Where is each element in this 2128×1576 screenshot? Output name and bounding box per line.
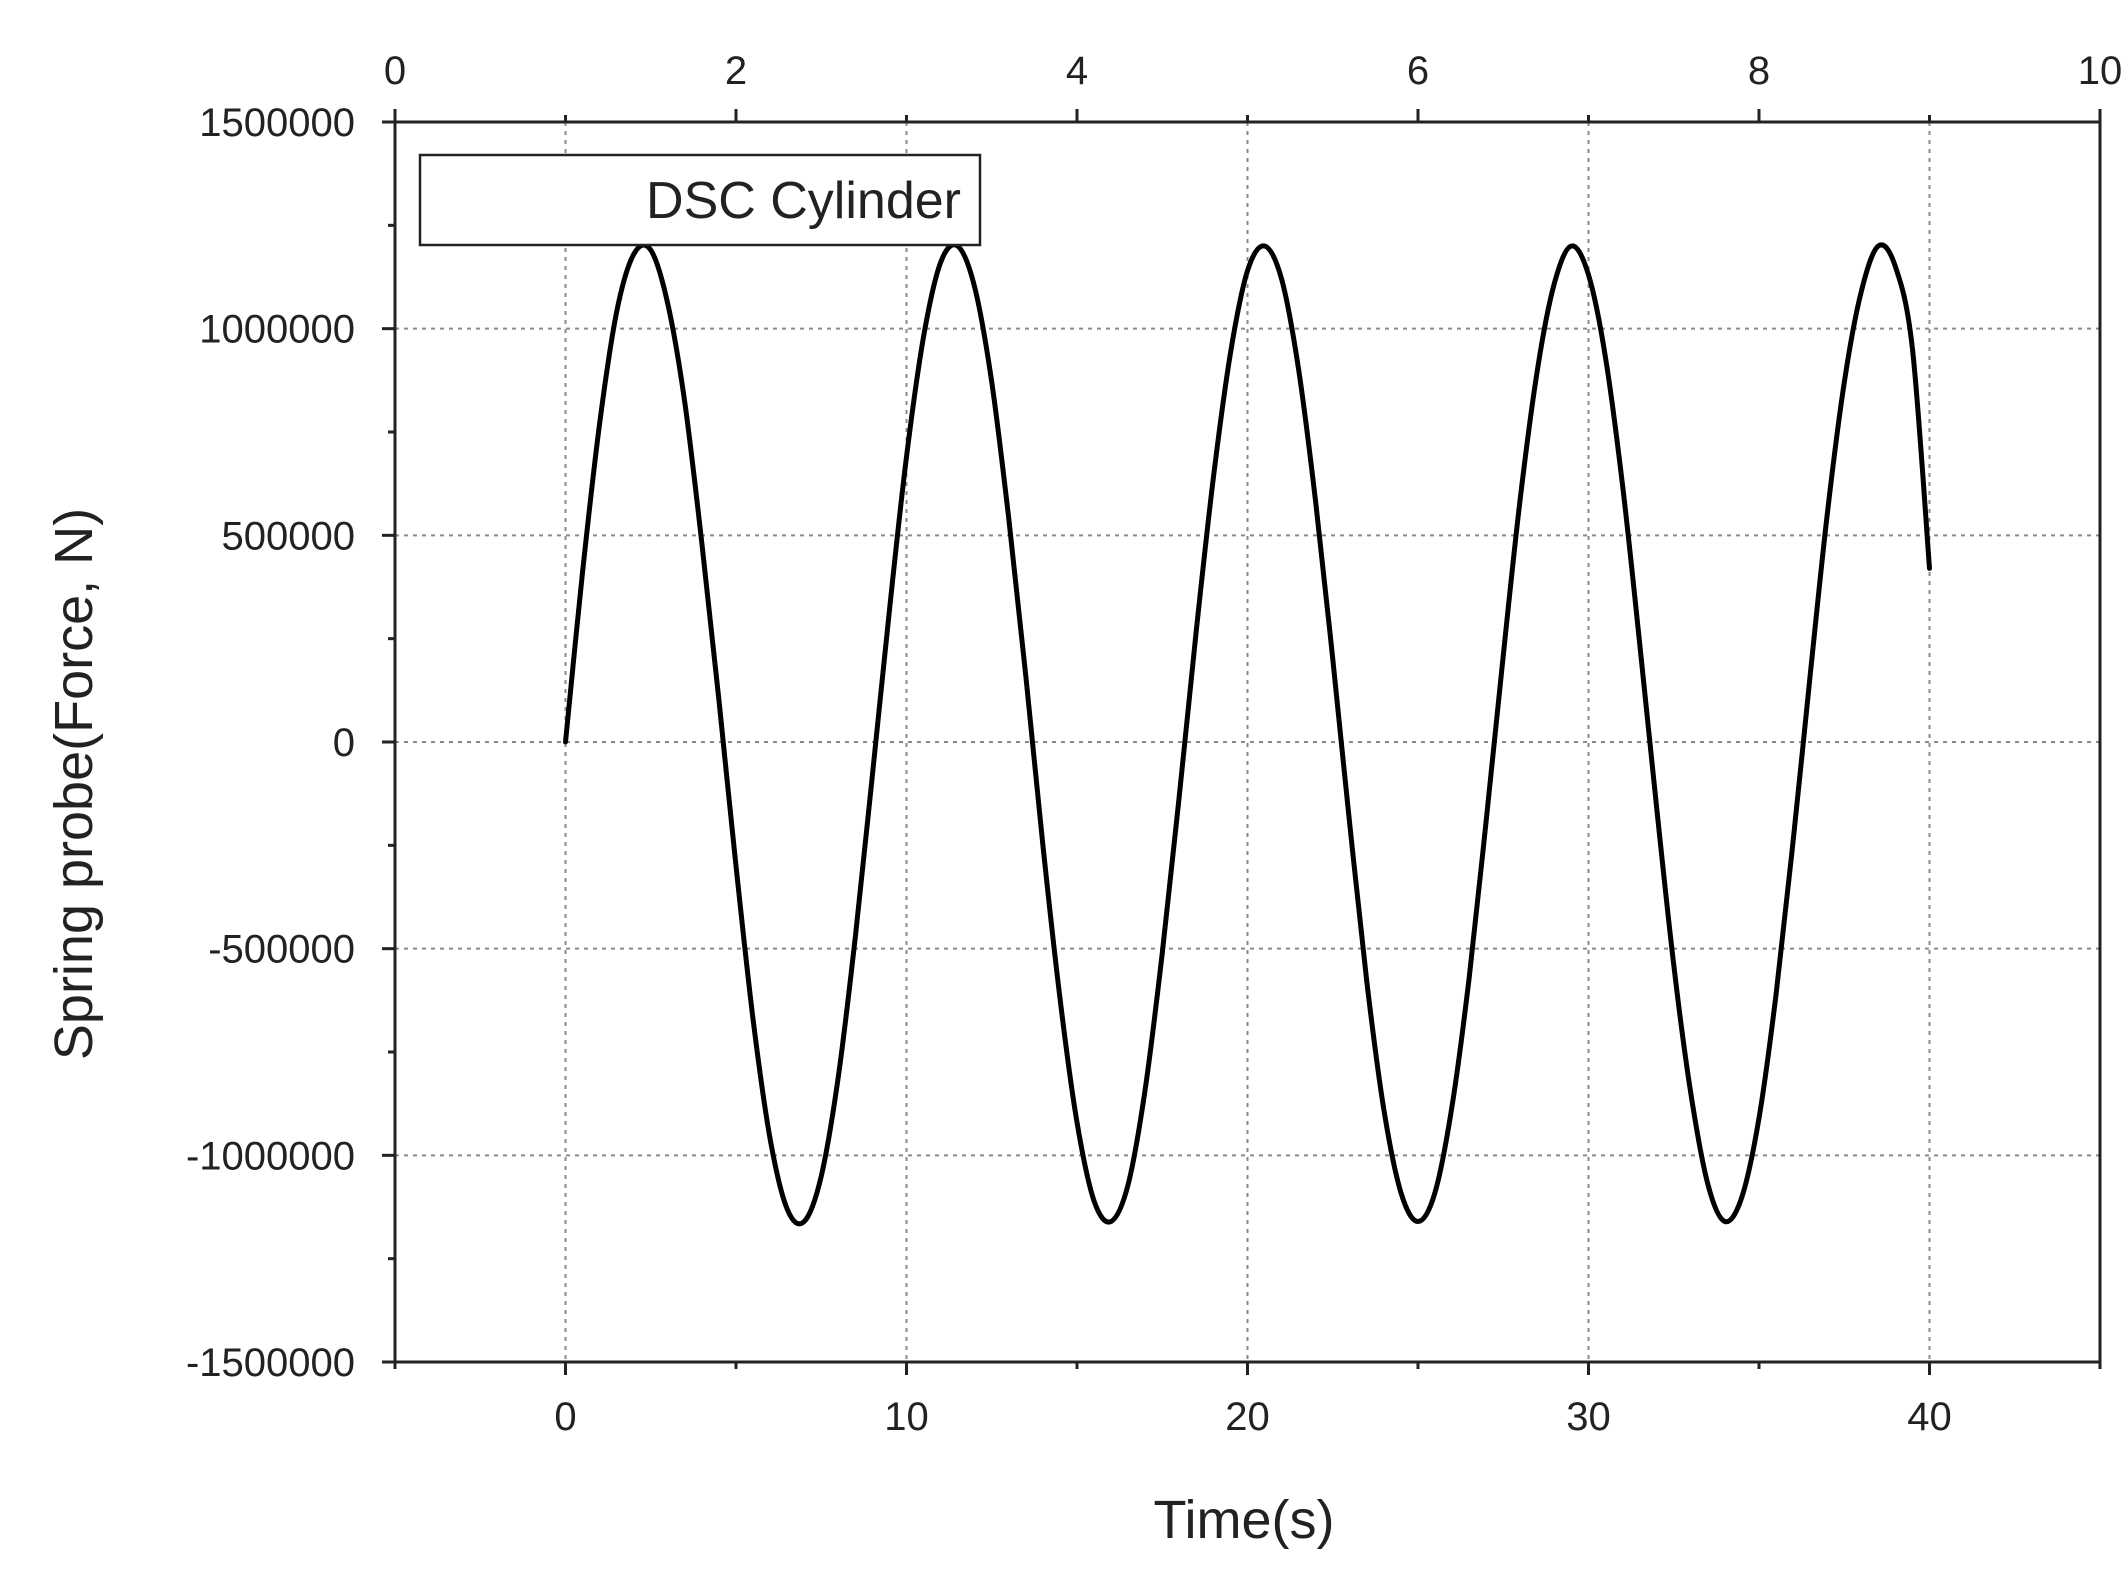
x-tick-label: 30 [1566, 1395, 1611, 1439]
x-axis-title: Time(s) [1154, 1490, 1335, 1550]
x2-tick-label: 4 [1066, 49, 1088, 93]
x2-tick-label: 2 [725, 49, 747, 93]
x2-tick-label: 6 [1407, 49, 1429, 93]
tick-labels: 0 10 20 30 40 0 2 4 6 8 10 1500000 1000000 500000 0 -50… [186, 49, 2122, 1439]
series-line-dsc-cylinder [563, 242, 1932, 1227]
legend-box [418, 153, 982, 247]
x-tick-label: 40 [1907, 1395, 1952, 1439]
x-tick-label: 0 [554, 1395, 576, 1439]
y-tick-label: 0 [333, 721, 355, 765]
y-tick-label: 500000 [222, 514, 355, 558]
y-tick-label: 1000000 [199, 308, 355, 352]
x-tick-label: 20 [1225, 1395, 1270, 1439]
y-axis-title: Spring probe(Force, N) [44, 508, 104, 1060]
legend-entry-dsc-cylinder: DSC Cylinder [646, 172, 961, 230]
y-tick-label: -1500000 [186, 1341, 355, 1385]
legend: DSC Cylinder [418, 153, 982, 247]
y-tick-label: -1000000 [186, 1134, 355, 1178]
x2-tick-label: 10 [2078, 49, 2123, 93]
series-layer [563, 242, 1932, 1227]
y-tick-label: -500000 [208, 928, 355, 972]
x-tick-label: 10 [884, 1395, 929, 1439]
grid-lines [395, 122, 2100, 1362]
y-tick-label: 1500000 [199, 101, 355, 145]
axis-ticks [382, 109, 2102, 1375]
x2-tick-label: 0 [384, 49, 406, 93]
x2-tick-label: 8 [1748, 49, 1770, 93]
